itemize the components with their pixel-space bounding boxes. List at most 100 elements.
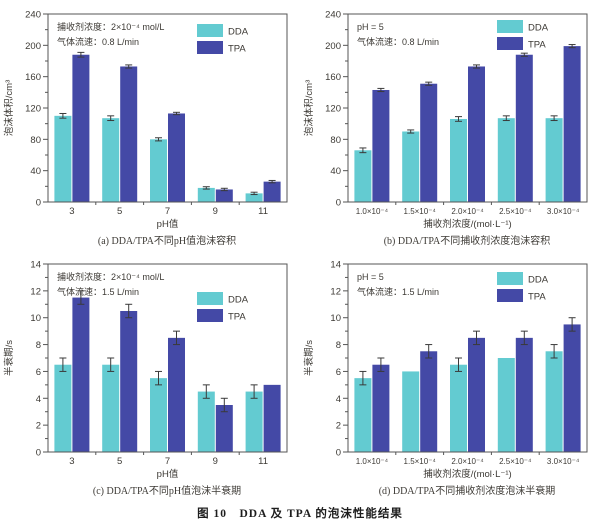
bar-dda-4	[245, 391, 263, 452]
y-tick-label: 200	[325, 41, 341, 52]
y-axis-label: 半衰期/s	[303, 340, 315, 376]
x-tick-label: 5	[117, 456, 122, 467]
legend-label-tpa: TPA	[228, 312, 246, 323]
x-tick-label: 3.0×10⁻⁴	[547, 207, 580, 216]
y-tick-label: 14	[30, 260, 41, 271]
bar-tpa-4	[563, 46, 581, 202]
bar-tpa-1	[120, 66, 138, 202]
panel-a-caption: (a) DDA/TPA不同pH值泡沫容积	[97, 236, 237, 247]
bar-tpa-4	[263, 181, 281, 202]
bar-dda-4	[545, 118, 563, 202]
condition-annotation-line: 气体流速：0.8 L/min	[357, 36, 439, 47]
condition-annotation-line: pH = 5	[357, 22, 384, 32]
y-tick-label: 160	[25, 72, 41, 83]
chart-c-half-life-vs-ph: 0 2 4 6 8 10 12 14 3 5 7 9 11 pH值 半衰期/s 捕收剂浓度：2×10⁻⁴ mo…	[3, 260, 288, 480]
x-tick-label: 1.5×10⁻⁴	[404, 207, 437, 216]
bar-dda-4	[245, 193, 263, 202]
y-tick-label: 4	[36, 394, 41, 405]
bar-tpa-3	[215, 189, 233, 202]
legend-swatch-dda	[497, 20, 523, 33]
legend-label-dda: DDA	[528, 275, 549, 286]
y-axis-label: 泡沫体积/cm³	[303, 80, 315, 136]
bar-tpa-0	[372, 89, 390, 202]
bar-dda-3	[197, 187, 215, 202]
bar-tpa-2	[168, 113, 185, 202]
y-tick-label: 40	[30, 166, 41, 177]
panel-c-caption: (c) DDA/TPA不同pH值泡沫半衰期	[92, 486, 242, 497]
legend-swatch-tpa	[197, 309, 223, 322]
legend-swatch-dda	[497, 272, 523, 285]
y-tick-label: 240	[25, 10, 41, 21]
legend-swatch-dda	[197, 24, 223, 37]
y-tick-label: 10	[30, 313, 41, 324]
condition-annotation-line: 捕收剂浓度：2×10⁻⁴ mol/L	[57, 271, 164, 282]
legend-label-tpa: TPA	[528, 292, 546, 303]
y-tick-label: 0	[36, 198, 41, 209]
x-tick-label: 1.0×10⁻⁴	[356, 457, 389, 466]
panel-d: 0 2 4 6 8 10 12 14 1.0×10⁻⁴ 1.5×10⁻⁴ 2.0×10⁻⁴ 2.5×1…	[300, 250, 600, 500]
legend-label-dda: DDA	[528, 23, 549, 34]
y-tick-label: 8	[336, 340, 341, 351]
bar-tpa-0	[372, 364, 390, 452]
x-tick-label: 3	[69, 206, 74, 217]
y-tick-label: 160	[325, 72, 341, 83]
legend-swatch-tpa	[497, 289, 523, 302]
x-tick-label: 3.0×10⁻⁴	[547, 457, 580, 466]
bar-dda-2	[450, 118, 467, 202]
x-tick-label: 11	[258, 456, 268, 467]
y-tick-label: 6	[36, 367, 41, 378]
bar-dda-1	[402, 131, 420, 202]
bar-dda-1	[102, 364, 120, 452]
bar-tpa-0	[72, 297, 90, 452]
bar-dda-0	[54, 115, 72, 202]
bar-tpa-2	[468, 66, 485, 202]
bar-tpa-3	[515, 54, 533, 202]
condition-annotation-line: 气体流速：1.5 L/min	[357, 286, 439, 297]
panel-b: 0 40 80 120 160 200 240 1.0×10⁻⁴ 1.5×10⁻⁴ 2.0×10⁻…	[300, 0, 600, 250]
chart-b-foam-volume-vs-concentration: 0 40 80 120 160 200 240 1.0×10⁻⁴ 1.5×10⁻⁴ 2.0×10⁻…	[303, 10, 588, 230]
legend-swatch-dda	[197, 292, 223, 305]
condition-annotation-line: pH = 5	[357, 272, 384, 282]
bar-dda-3	[197, 391, 215, 452]
y-tick-label: 10	[330, 313, 341, 324]
x-axis-label: 捕收剂浓度/(mol·L⁻¹)	[423, 468, 511, 480]
bar-dda-0	[354, 150, 372, 202]
y-axis-label: 泡沫体积/cm³	[3, 80, 15, 136]
y-tick-label: 40	[330, 166, 341, 177]
y-tick-label: 120	[25, 104, 41, 115]
bar-tpa-2	[468, 337, 485, 452]
x-tick-label: 7	[165, 206, 170, 217]
y-tick-label: 12	[330, 286, 341, 297]
y-tick-label: 8	[36, 340, 41, 351]
bar-dda-3	[497, 118, 515, 202]
y-tick-label: 2	[36, 421, 41, 432]
bar-dda-0	[354, 378, 372, 452]
chart-d-half-life-vs-concentration: 0 2 4 6 8 10 12 14 1.0×10⁻⁴ 1.5×10⁻⁴ 2.0×10⁻⁴ 2.5×1…	[303, 260, 588, 480]
panel-d-caption: (d) DDA/TPA不同捕收剂浓度泡沫半衰期	[378, 486, 556, 497]
y-tick-label: 2	[336, 421, 341, 432]
bar-dda-1	[102, 118, 120, 202]
bar-tpa-1	[420, 83, 438, 202]
bar-tpa-1	[120, 311, 138, 452]
x-tick-label: 7	[165, 456, 170, 467]
x-tick-label: 5	[117, 206, 122, 217]
bar-tpa-1	[420, 351, 438, 452]
y-tick-label: 0	[36, 448, 41, 459]
y-tick-label: 240	[325, 10, 341, 21]
legend-swatch-tpa	[197, 41, 223, 54]
x-axis-label: pH值	[157, 218, 179, 230]
chart-a-foam-volume-vs-ph: 0 40 80 120 160 200 240 3 5 7 9 11 pH值 泡沫体积/cm³ 捕收剂浓度：…	[3, 10, 288, 230]
y-tick-label: 6	[336, 367, 341, 378]
y-tick-label: 14	[330, 260, 341, 271]
condition-annotation-line: 气体流速：0.8 L/min	[57, 36, 139, 47]
y-tick-label: 4	[336, 394, 341, 405]
bar-tpa-0	[72, 54, 90, 202]
panel-c: 0 2 4 6 8 10 12 14 3 5 7 9 11 pH值 半衰期/s 捕收剂浓度：2×10⁻⁴ mo…	[0, 250, 300, 500]
chart-grid: 0 40 80 120 160 200 240 3 5 7 9 11 pH值 泡沫体积/cm³ 捕收剂浓度：…	[0, 0, 600, 500]
condition-annotation-line: 捕收剂浓度：2×10⁻⁴ mol/L	[57, 21, 164, 32]
x-tick-label: 2.5×10⁻⁴	[499, 457, 532, 466]
bar-tpa-4	[563, 324, 581, 452]
bar-dda-2	[150, 378, 167, 452]
x-tick-label: 2.0×10⁻⁴	[451, 457, 484, 466]
